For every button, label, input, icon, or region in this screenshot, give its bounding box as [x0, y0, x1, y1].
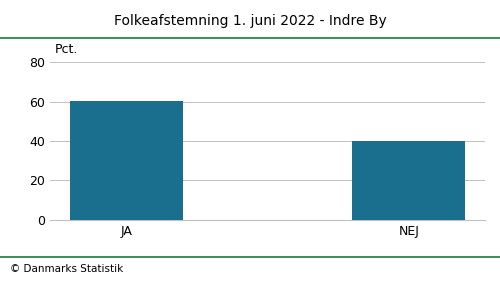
Text: Folkeafstemning 1. juni 2022 - Indre By: Folkeafstemning 1. juni 2022 - Indre By [114, 14, 386, 28]
Text: © Danmarks Statistik: © Danmarks Statistik [10, 264, 123, 274]
Text: Pct.: Pct. [54, 43, 78, 56]
Bar [352, 141, 465, 220]
Bar [70, 101, 183, 220]
